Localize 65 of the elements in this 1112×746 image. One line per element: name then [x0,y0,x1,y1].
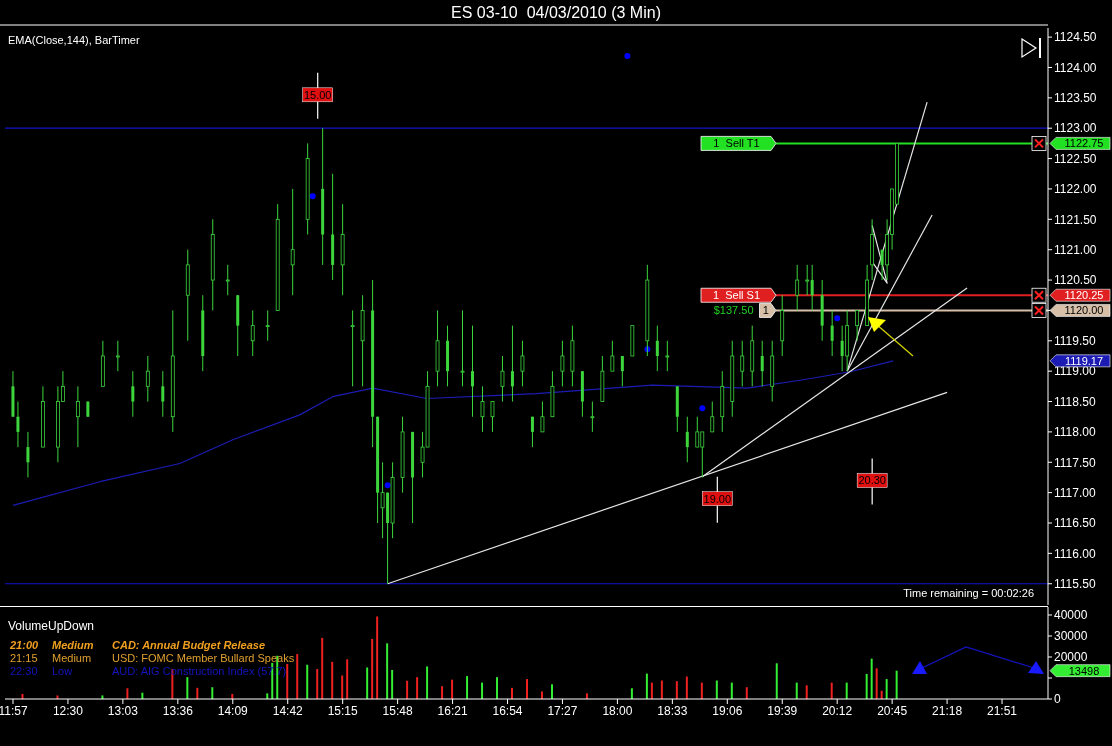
x-tick-label: 18:00 [602,703,633,718]
annotation: 15.00 [303,88,332,101]
annotation: 20.30 [858,474,886,487]
annotation: CAD: Annual Budget Release [112,639,266,651]
annotation: EMA(Close,144), BarTimer [8,34,140,46]
annotation: 1 [762,304,769,317]
annotation: 1 Sell T1 [713,137,760,150]
y-tick-label: 40000 [1054,608,1088,623]
annotation: USD: FOMC Member Bullard Speaks [112,652,295,664]
text: VolumeUpDown [8,619,95,633]
chart-title: ES 03-10 04/03/2010 (3 Min) [451,4,661,21]
x-tick-label: 20:45 [877,703,908,718]
annotation: Time remaining = 00:02:26 [903,587,1034,599]
y-tick-label: 1124.00 [1054,60,1097,75]
annotation: $137.50 [713,304,754,317]
x-tick-label: 21:18 [932,703,963,718]
x-tick-label: 15:48 [382,703,413,718]
annotation: Medium [52,652,92,664]
y-tick-label: 1116.00 [1054,546,1096,561]
x-tick-label: 20:12 [822,703,853,718]
x-tick-label: 16:54 [492,703,523,718]
y-tick-label: 1122.50 [1054,151,1097,166]
x-tick-label: 18:33 [657,703,688,718]
ref-line-label: 1120.25 [1064,289,1104,302]
y-tick-label: 1119.00 [1054,364,1096,379]
y-tick-label: 1116.50 [1054,516,1096,531]
y-tick-label: 20000 [1054,650,1088,665]
x-tick-label: 16:21 [437,703,468,718]
ref-line-label: 1120.00 [1064,304,1104,317]
x-tick-label: 11:57 [0,703,28,718]
x-tick-label: 15:15 [327,703,359,718]
x-tick-label: 19:06 [712,703,743,718]
x-tick-label: 12:30 [52,703,84,718]
y-tick-label: 1123.50 [1054,91,1097,106]
annotation: Low [52,665,73,677]
annotation: 22:30 [10,665,38,677]
y-tick-label: 1115.50 [1054,577,1096,591]
y-tick-label: 1124.50 [1054,30,1097,45]
y-tick-label: 1123.00 [1054,121,1097,136]
x-tick-label: 14:09 [217,703,249,718]
annotation: Medium [52,639,94,651]
y-tick-label: 1118.50 [1054,394,1096,409]
annotation: 21:00 [9,639,40,651]
x-tick-label: 13:36 [162,703,194,718]
text: 1119.17 [1064,354,1104,367]
x-tick-label: 17:27 [547,703,578,718]
x-tick-label: 19:39 [767,703,798,718]
annotation: 19.00 [703,492,732,505]
y-tick-label: 30000 [1054,629,1088,644]
y-tick-label: 1122.00 [1054,182,1097,197]
y-tick-label: 1121.00 [1054,242,1097,257]
y-tick-label: 1118.00 [1054,425,1096,440]
y-tick-label: 1121.50 [1054,212,1097,227]
x-tick-label: 21:51 [987,703,1018,718]
y-tick-label: 1117.00 [1054,485,1096,500]
text: 13498 [1068,664,1100,677]
y-tick-label: 0 [1054,692,1061,707]
x-tick-label: 14:42 [272,703,304,718]
annotation: 1 Sell S1 [712,289,761,302]
ref-line-label: 1122.75 [1064,137,1104,150]
x-tick-label: 13:03 [107,703,139,718]
y-tick-label: 1119.50 [1054,334,1096,349]
y-tick-label: 1120.50 [1054,273,1097,288]
annotation: 21:15 [10,652,38,664]
y-tick-label: 1117.50 [1054,455,1096,470]
